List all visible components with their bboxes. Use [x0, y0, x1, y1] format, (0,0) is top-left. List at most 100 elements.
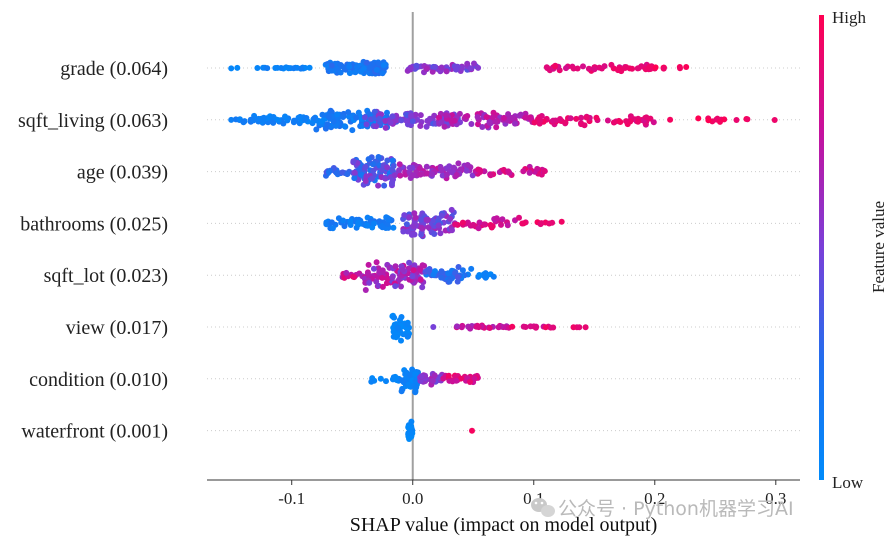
- shap-point-sqft_living: [552, 117, 559, 124]
- shap-point-age: [365, 156, 372, 163]
- shap-point-sqft_living: [228, 116, 235, 123]
- shap-point-sqft_lot: [490, 273, 497, 280]
- shap-point-age: [384, 164, 391, 171]
- shap-point-bathrooms: [408, 231, 415, 238]
- shap-point-sqft_living: [617, 119, 624, 125]
- colorbar: [819, 15, 824, 480]
- shap-point-grade: [608, 61, 615, 68]
- shap-point-sqft_lot: [445, 270, 452, 277]
- shap-point-condition: [418, 373, 425, 380]
- shap-point-bathrooms: [516, 214, 522, 221]
- shap-point-sqft_living: [593, 114, 600, 121]
- shap-point-bathrooms: [411, 210, 418, 217]
- shap-point-sqft_living: [567, 115, 574, 122]
- shap-point-bathrooms: [363, 222, 370, 229]
- shap-point-sqft_lot: [417, 266, 424, 273]
- shap-point-sqft_living: [363, 121, 370, 128]
- shap-point-sqft_lot: [438, 274, 445, 281]
- shap-point-sqft_living: [270, 119, 277, 126]
- shap-point-sqft_living: [408, 112, 414, 119]
- shap-point-grade: [585, 65, 592, 72]
- shap-point-age: [417, 171, 424, 178]
- shap-point-bathrooms: [335, 215, 342, 222]
- shap-point-grade: [652, 64, 659, 71]
- shap-point-age: [350, 158, 357, 165]
- feature-label-view: view (0.017): [66, 317, 168, 339]
- shap-point-age: [463, 167, 470, 174]
- shap-point-condition: [407, 372, 413, 379]
- shap-point-view: [509, 323, 516, 330]
- shap-point-sqft_living: [423, 123, 430, 130]
- shap-point-sqft_living: [522, 114, 529, 121]
- shap-point-age: [325, 169, 332, 176]
- shap-point-sqft_living: [537, 117, 543, 124]
- shap-point-sqft_living: [403, 112, 410, 118]
- shap-point-bathrooms: [489, 223, 496, 230]
- shap-point-grade: [337, 69, 344, 76]
- shap-point-sqft_living: [441, 123, 448, 130]
- shap-point-age: [384, 157, 391, 164]
- shap-point-sqft_living: [240, 118, 247, 125]
- shap-point-age: [389, 157, 396, 164]
- shap-point-sqft_lot: [424, 267, 431, 274]
- shap-point-age: [344, 171, 351, 178]
- shap-point-bathrooms: [347, 222, 354, 228]
- shap-point-sqft_living: [490, 109, 497, 116]
- shap-point-bathrooms: [549, 219, 556, 226]
- shap-point-sqft_living: [373, 123, 380, 130]
- shap-point-sqft_living: [371, 108, 378, 115]
- shap-point-condition: [471, 375, 478, 382]
- shap-point-sqft_living: [297, 113, 304, 120]
- shap-point-sqft_lot: [366, 279, 373, 286]
- shap-point-age: [396, 161, 403, 168]
- shap-point-sqft_lot: [411, 262, 418, 269]
- shap-point-sqft_living: [427, 115, 433, 122]
- shap-point-view: [398, 314, 405, 320]
- shap-point-age: [358, 171, 365, 178]
- x-ticks: -0.1 0.0 0.1 0.2 0.3: [278, 480, 786, 508]
- shap-point-sqft_living: [489, 114, 496, 121]
- shap-point-sqft_living: [341, 123, 348, 130]
- shap-point-view: [550, 324, 557, 331]
- shap-point-sqft_lot: [430, 271, 437, 278]
- shap-point-bathrooms: [435, 222, 442, 229]
- shap-point-age: [429, 171, 436, 178]
- shap-point-grade: [264, 65, 271, 72]
- shap-point-age: [339, 169, 346, 176]
- shap-point-sqft_living: [643, 114, 650, 121]
- shap-point-view: [475, 324, 482, 331]
- shap-point-condition: [412, 377, 419, 384]
- x-tick-label: 0.3: [765, 489, 786, 508]
- shap-point-sqft_living: [319, 111, 326, 118]
- shap-point-sqft_living: [382, 118, 389, 124]
- shap-point-bathrooms: [519, 220, 526, 227]
- shap-point-age: [382, 175, 389, 182]
- shap-point-sqft_lot: [455, 264, 462, 270]
- shap-point-condition: [368, 378, 375, 385]
- shap-point-age: [423, 163, 430, 170]
- shap-point-waterfront: [405, 424, 412, 431]
- shap-point-grade: [443, 68, 450, 75]
- shap-point-sqft_living: [270, 114, 277, 120]
- shap-point-grade: [352, 69, 359, 76]
- shap-point-grade: [677, 65, 683, 72]
- shap-point-bathrooms: [400, 228, 407, 235]
- shap-point-age: [406, 164, 413, 171]
- shap-points: [228, 58, 778, 442]
- shap-point-sqft_living: [468, 121, 475, 127]
- shap-point-condition: [389, 376, 396, 383]
- shap-point-view: [458, 324, 465, 331]
- shap-point-bathrooms: [355, 219, 362, 226]
- shap-point-sqft_living: [583, 114, 590, 121]
- shap-point-grade: [454, 63, 461, 70]
- feature-label-bathrooms: bathrooms (0.025): [20, 213, 168, 235]
- shap-point-sqft_lot: [454, 278, 461, 285]
- shap-point-view: [391, 314, 398, 321]
- shap-point-sqft_living: [451, 117, 458, 124]
- shap-point-sqft_living: [366, 111, 373, 117]
- shap-point-bathrooms: [390, 224, 397, 231]
- shap-point-sqft_living: [578, 114, 585, 121]
- shap-point-grade: [407, 64, 414, 71]
- shap-point-view: [398, 337, 404, 344]
- feature-labels: grade (0.064) sqft_living (0.063) age (0.0…: [18, 58, 168, 443]
